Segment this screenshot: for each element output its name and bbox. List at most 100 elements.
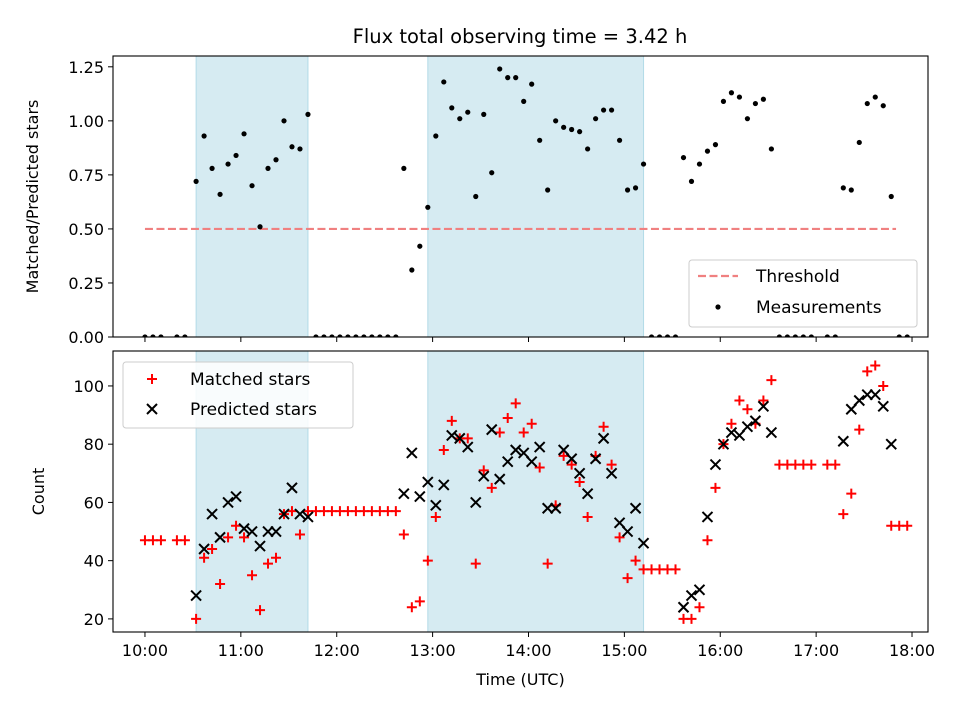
measurement-point [369,334,375,337]
measurement-point [497,66,503,72]
matched-star-point [191,613,202,624]
measurement-point [158,334,164,337]
matched-star-point [582,511,593,522]
measurement-point [182,334,188,337]
y-tick-label: 100 [73,377,104,396]
measurement-point [257,224,263,230]
measurement-point [249,183,255,189]
measurement-point [174,334,180,337]
measurement-point [377,334,383,337]
predicted-star-point [270,525,282,538]
measurement-point [561,124,567,130]
predicted-star-point [462,441,474,453]
predicted-star-point [430,499,442,512]
predicted-star-point [470,496,482,509]
predicted-star-point [486,423,498,436]
y-tick-label: 0.50 [68,220,104,239]
legend-matched-swatch [147,374,157,384]
y-tick-label: 1.25 [68,58,104,77]
measurement-point [784,334,790,337]
matched-star-point [438,445,449,456]
measurement-point [321,334,327,337]
predicted-star-point [414,490,426,503]
measurement-point [241,131,247,137]
measurement-point [768,146,774,152]
matched-star-point [598,421,609,432]
predicted-star-point [869,388,881,401]
measurement-point [608,107,615,113]
y-tick-label: 40 [84,552,104,571]
predicted-star-point [701,511,714,523]
predicted-star-point [438,479,450,491]
matched-star-point [622,573,633,584]
predicted-star-point [629,502,642,514]
measurement-point [808,334,814,337]
measurement-point [225,161,231,167]
measurement-point [150,334,156,337]
measurement-point [297,146,303,152]
measurement-point [680,154,687,161]
matched-star-point [414,596,425,607]
measurement-point [265,165,271,171]
matched-star-point [734,395,745,406]
measurement-point [577,129,583,135]
matched-star-point [231,520,242,531]
measurement-point [441,79,447,85]
measurement-point [409,267,415,273]
plot-area [139,360,913,624]
matched-star-point [830,459,841,470]
measurement-point [624,187,631,193]
measurement-point [760,96,767,102]
measurement-point [142,334,148,337]
measurement-point [545,187,551,193]
chart-title: Flux total observing time = 3.42 h [353,25,688,48]
measurement-point [489,170,495,176]
x-tick-label: 16:00 [697,641,743,660]
measurement-point [209,165,215,171]
predicted-star-point [565,453,578,465]
predicted-star-point [525,455,538,468]
predicted-star-point [446,429,458,442]
measurement-point [888,193,894,200]
matched-star-point [534,462,545,473]
matched-star-point [223,532,234,543]
matched-star-point [742,404,753,415]
legend-threshold-label: Threshold [755,267,840,287]
measurement-point [728,90,735,96]
measurement-point [864,100,870,107]
measurement-point [465,109,471,115]
matched-star-point [207,544,218,555]
matched-star-point [446,415,457,426]
matched-star-point [398,529,409,540]
matched-star-point [878,380,889,391]
measurement-point [337,334,343,337]
predicted-star-point [765,426,778,439]
measurement-point [736,94,743,100]
predicted-star-point [725,426,738,439]
predicted-star-point [877,400,889,413]
matched-star-point [566,459,577,470]
predicted-star-point [246,525,258,538]
predicted-star-point [549,502,562,514]
measurement-point [904,334,910,337]
axes-frame [112,350,929,633]
measurement-point [329,334,335,337]
measurement-point [824,334,830,337]
measurement-point [417,243,423,249]
measurement-point [425,204,431,210]
measurement-point [401,165,407,171]
matched-star-point [470,558,481,569]
matched-star-point [247,570,258,581]
measurement-point [664,334,671,337]
y-tick-label: 60 [84,493,104,512]
matched-star-point [518,427,529,438]
measurement-point [521,98,527,104]
x-tick-label: 11:00 [218,641,264,660]
measurement-point [569,126,575,133]
predicted-star-point [557,444,570,456]
plot-area [142,66,910,337]
x-tick-label: 17:00 [793,641,839,660]
matched-star-point [263,558,274,569]
predicted-star-point [254,540,266,552]
predicted-star-point [717,438,730,450]
